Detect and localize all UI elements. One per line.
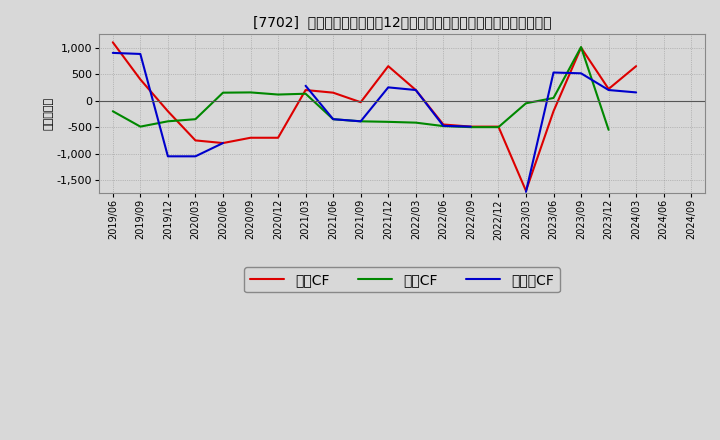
営業CF xyxy=(246,135,255,140)
営業CF xyxy=(494,124,503,129)
投資CF xyxy=(219,90,228,95)
投資CF xyxy=(604,127,613,132)
営業CF xyxy=(219,140,228,146)
Title: [7702]  キャッシュフローの12か月移動合計の対前年同期増減額の推移: [7702] キャッシュフローの12か月移動合計の対前年同期増減額の推移 xyxy=(253,15,552,29)
フリーCF xyxy=(163,154,172,159)
営業CF xyxy=(522,188,531,194)
フリーCF xyxy=(219,140,228,146)
営業CF xyxy=(604,86,613,92)
営業CF xyxy=(356,99,365,105)
投資CF xyxy=(301,91,310,96)
投資CF xyxy=(577,44,585,50)
投資CF xyxy=(522,101,531,106)
営業CF xyxy=(274,135,282,140)
営業CF xyxy=(467,124,475,129)
投資CF xyxy=(439,124,448,129)
投資CF xyxy=(549,95,558,101)
投資CF xyxy=(109,109,117,114)
営業CF xyxy=(632,63,641,69)
投資CF xyxy=(274,92,282,97)
投資CF xyxy=(136,124,145,129)
投資CF xyxy=(467,125,475,130)
営業CF xyxy=(163,109,172,114)
Line: フリーCF: フリーCF xyxy=(113,53,223,156)
営業CF xyxy=(384,63,392,69)
営業CF xyxy=(329,90,338,95)
フリーCF xyxy=(136,51,145,57)
Legend: 営業CF, 投資CF, フリーCF: 営業CF, 投資CF, フリーCF xyxy=(244,267,560,292)
投資CF xyxy=(494,125,503,130)
営業CF xyxy=(191,138,199,143)
営業CF xyxy=(109,40,117,45)
営業CF xyxy=(549,109,558,114)
営業CF xyxy=(136,77,145,82)
営業CF xyxy=(577,45,585,50)
投資CF xyxy=(329,117,338,122)
Line: 投資CF: 投資CF xyxy=(113,47,608,130)
投資CF xyxy=(384,119,392,125)
Y-axis label: （百万円）: （百万円） xyxy=(44,97,54,130)
フリーCF xyxy=(109,50,117,55)
投資CF xyxy=(356,119,365,124)
営業CF xyxy=(301,88,310,93)
投資CF xyxy=(411,120,420,125)
Line: 営業CF: 営業CF xyxy=(113,42,636,191)
投資CF xyxy=(246,90,255,95)
営業CF xyxy=(411,88,420,93)
営業CF xyxy=(439,122,448,127)
フリーCF xyxy=(191,154,199,159)
投資CF xyxy=(191,117,199,122)
投資CF xyxy=(163,119,172,124)
